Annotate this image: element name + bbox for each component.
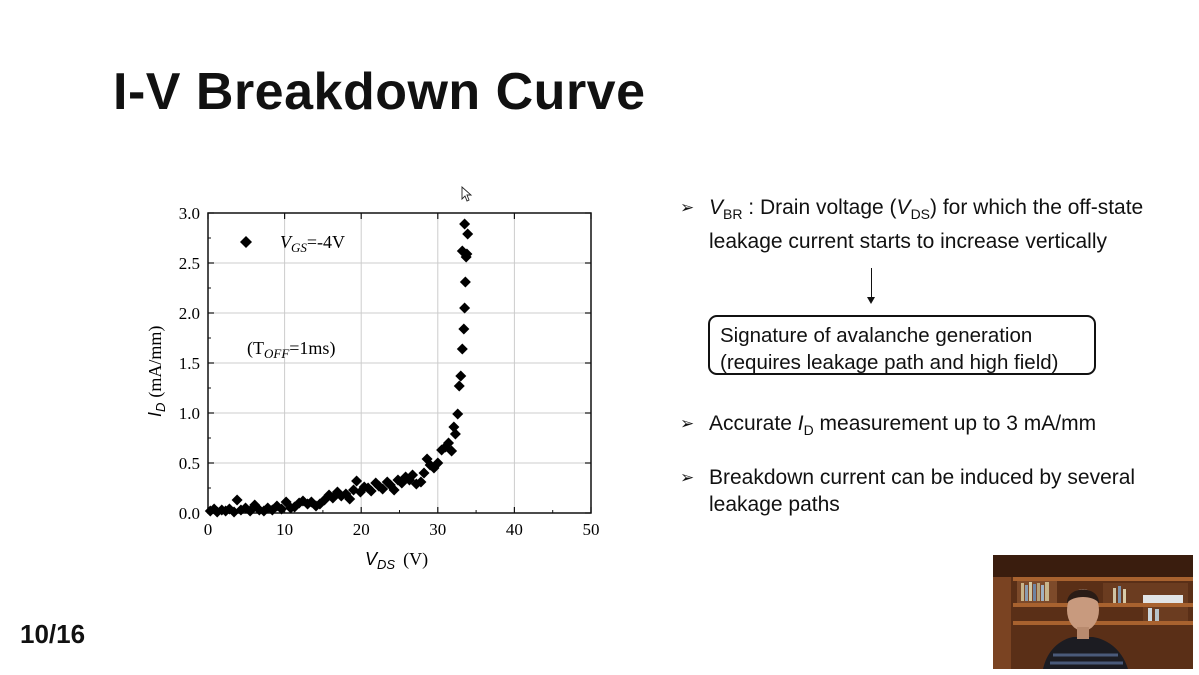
legend-label-rest: =-4V <box>307 232 345 252</box>
annotation-open: (T <box>247 338 264 359</box>
vds-subscript: DS <box>910 206 931 223</box>
y-tick-label: 1.5 <box>179 354 200 373</box>
data-point <box>459 218 471 230</box>
legend-label-main: V <box>280 232 293 252</box>
data-point <box>418 467 430 479</box>
vbr-symbol: V <box>709 196 724 219</box>
y-tick-label: 0.5 <box>179 454 200 473</box>
data-point <box>388 484 400 496</box>
x-tick-label: 50 <box>583 520 600 539</box>
x-tick-label: 10 <box>276 520 293 539</box>
bullet-breakdown-current: ➢ Breakdown current can be induced by se… <box>680 464 1150 518</box>
vbr-subscript: BR <box>723 206 743 223</box>
data-point <box>456 245 468 257</box>
breakdown-text: Breakdown current can be induced by seve… <box>709 466 1136 516</box>
signature-line-2: (requires leakage path and high field) <box>720 351 1059 374</box>
bullet-arrow-icon: ➢ <box>680 414 695 433</box>
bullet-arrow-icon: ➢ <box>680 198 695 217</box>
data-point <box>231 494 243 506</box>
y-tick-label: 3.0 <box>179 204 200 223</box>
id-subscript: D <box>803 422 814 439</box>
data-point <box>462 228 474 240</box>
chart-ticks: 0 10 20 30 40 50 0.0 0.5 1.0 1.5 2.0 2.5 3.0 <box>179 204 600 539</box>
presenter-webcam-feed <box>993 555 1193 669</box>
x-axis-label: VDS (V) <box>365 549 428 572</box>
annotation-sub: OFF <box>264 346 290 361</box>
data-point <box>446 445 458 457</box>
vbr-text-after: ) for which the off-state leakage curren… <box>709 196 1144 254</box>
bullet-arrow-icon: ➢ <box>680 468 695 487</box>
data-point <box>459 276 471 288</box>
vds-symbol: V <box>896 196 911 219</box>
chart-annotation: (TOFF=1ms) <box>247 338 335 361</box>
chart-grid <box>208 213 591 513</box>
y-tick-label: 2.0 <box>179 304 200 323</box>
data-point <box>443 437 455 449</box>
webcam-image <box>993 555 1193 669</box>
data-point <box>449 428 461 440</box>
data-point <box>407 469 419 481</box>
vbr-text-before: : Drain voltage ( <box>742 196 897 219</box>
x-tick-label: 30 <box>429 520 446 539</box>
data-point <box>276 503 288 515</box>
x-tick-label: 0 <box>204 520 213 539</box>
bullet-vbr: ➢ VBR : Drain voltage (VDS) for which th… <box>680 194 1150 255</box>
x-axis-label-main: V <box>365 549 379 569</box>
slide-title: I-V Breakdown Curve <box>113 63 646 121</box>
data-point <box>249 499 261 511</box>
y-tick-label: 0.0 <box>179 504 200 523</box>
chart-legend: VGS=-4V <box>240 232 345 255</box>
data-point <box>453 380 465 392</box>
mouse-pointer-icon <box>461 185 473 202</box>
id-text-before: Accurate <box>709 412 798 435</box>
data-point <box>432 457 444 469</box>
down-arrow-icon <box>867 268 875 304</box>
x-axis-label-sub: DS <box>377 557 395 572</box>
data-point <box>459 302 471 314</box>
legend-label-sub: GS <box>291 240 307 255</box>
data-point <box>456 343 468 355</box>
y-axis-label-sub: D <box>153 403 168 412</box>
data-point <box>458 323 470 335</box>
x-tick-label: 40 <box>506 520 523 539</box>
bullet-accurate-id: ➢ Accurate ID measurement up to 3 mA/mm <box>680 410 1096 444</box>
data-point <box>365 485 377 497</box>
y-tick-label: 1.0 <box>179 404 200 423</box>
chart-points <box>204 218 474 518</box>
x-tick-label: 20 <box>353 520 370 539</box>
id-text-after: measurement up to 3 mA/mm <box>813 412 1097 435</box>
legend-label: VGS=-4V <box>280 232 345 255</box>
page-number: 10/16 <box>20 619 86 649</box>
data-point <box>415 476 427 488</box>
data-point <box>377 483 389 495</box>
annotation-rest: =1ms) <box>289 338 335 359</box>
data-point <box>344 493 356 505</box>
id-symbol: I <box>797 412 804 435</box>
data-point <box>455 370 467 382</box>
signature-line-1: Signature of avalanche generation <box>720 324 1033 347</box>
x-axis-label-unit: (V) <box>403 549 428 570</box>
y-axis-label-unit: (mA/mm) <box>145 326 166 398</box>
legend-marker <box>240 236 252 248</box>
y-axis-label-main: I <box>145 412 165 417</box>
signature-box: Signature of avalanche generation (requi… <box>708 315 1096 375</box>
y-tick-label: 2.5 <box>179 254 200 273</box>
y-axis-label: ID (mA/mm) <box>145 326 168 417</box>
data-point <box>351 475 363 487</box>
data-point <box>452 408 464 420</box>
